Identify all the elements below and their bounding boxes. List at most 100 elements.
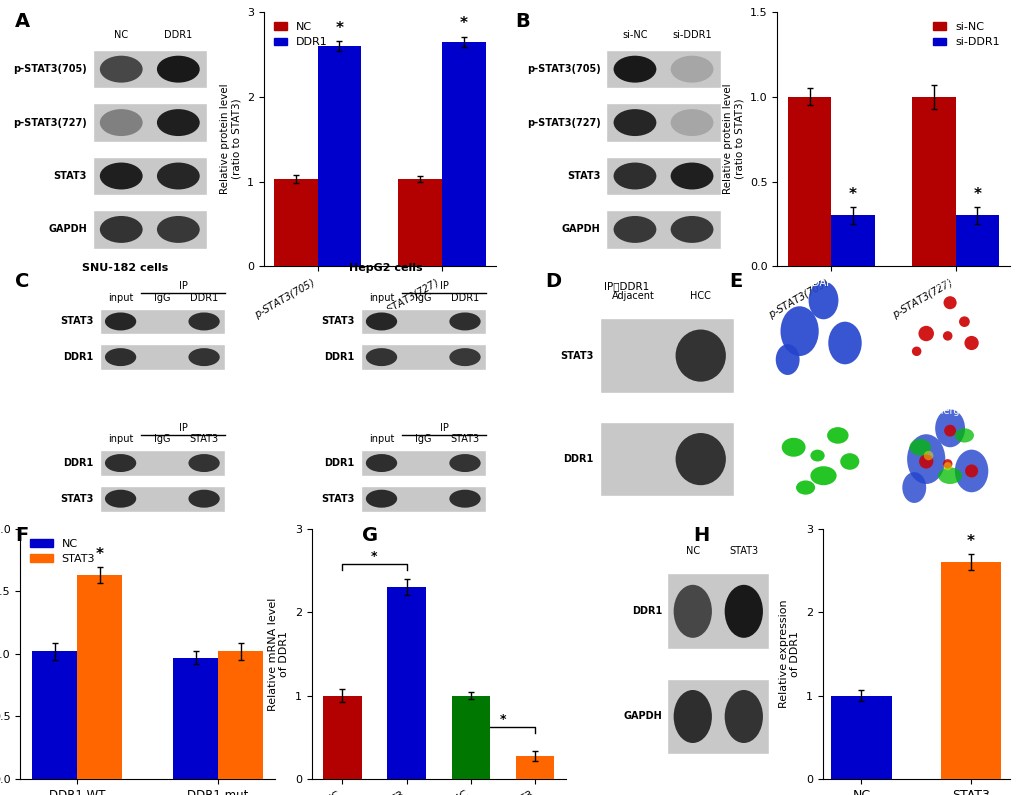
Bar (940, 562, 1001, 779)
Ellipse shape (954, 450, 987, 492)
Text: NC: NC (685, 546, 699, 556)
Ellipse shape (775, 344, 799, 375)
Text: p-STAT3(727): p-STAT3(727) (527, 118, 600, 127)
Y-axis label: Relative protein level
(ratio to STAT3): Relative protein level (ratio to STAT3) (219, 83, 240, 195)
Text: IgG: IgG (415, 293, 431, 303)
Ellipse shape (723, 690, 762, 743)
Ellipse shape (964, 464, 977, 478)
Text: DDR1: DDR1 (324, 458, 354, 468)
Text: STAT3: STAT3 (567, 171, 600, 181)
FancyBboxPatch shape (100, 450, 225, 476)
Text: *: * (972, 187, 980, 202)
Text: IP: IP (439, 423, 448, 432)
Text: *: * (966, 533, 974, 549)
Ellipse shape (958, 316, 969, 327)
Ellipse shape (366, 312, 396, 331)
Text: NC: NC (114, 30, 128, 40)
Bar (955, 215, 999, 266)
Ellipse shape (189, 454, 219, 472)
Ellipse shape (826, 427, 848, 444)
Ellipse shape (909, 439, 930, 456)
FancyBboxPatch shape (606, 50, 719, 88)
Legend: si-NC, si-DDR1: si-NC, si-DDR1 (927, 17, 1004, 52)
Bar (787, 97, 830, 266)
Ellipse shape (100, 162, 143, 189)
Ellipse shape (673, 690, 711, 743)
FancyBboxPatch shape (606, 210, 719, 249)
Ellipse shape (669, 162, 712, 189)
Ellipse shape (613, 56, 656, 83)
Ellipse shape (105, 348, 137, 366)
Text: D: D (545, 272, 561, 291)
Text: DDR1: DDR1 (324, 352, 354, 363)
Ellipse shape (675, 329, 726, 382)
Text: STAT3: STAT3 (54, 171, 87, 181)
Text: STAT3: STAT3 (190, 434, 218, 444)
Bar (317, 46, 361, 266)
Text: *: * (96, 548, 104, 563)
Ellipse shape (613, 216, 656, 243)
FancyBboxPatch shape (606, 103, 719, 142)
Text: *: * (371, 550, 377, 563)
Ellipse shape (781, 438, 805, 457)
Legend: NC, DDR1: NC, DDR1 (269, 17, 331, 52)
Text: STAT3: STAT3 (321, 316, 354, 327)
Ellipse shape (795, 480, 814, 494)
Ellipse shape (911, 347, 920, 356)
Ellipse shape (906, 434, 945, 484)
Text: DDR1: DDR1 (450, 293, 479, 303)
FancyBboxPatch shape (666, 573, 768, 650)
Ellipse shape (157, 109, 200, 136)
Text: STAT3: STAT3 (60, 316, 94, 327)
Text: E: E (729, 272, 742, 291)
Ellipse shape (100, 216, 143, 243)
Ellipse shape (105, 490, 137, 508)
Ellipse shape (449, 490, 480, 508)
Text: STAT3: STAT3 (729, 546, 757, 556)
FancyBboxPatch shape (361, 450, 485, 476)
Ellipse shape (669, 216, 712, 243)
Ellipse shape (937, 467, 961, 484)
Bar (387, 587, 426, 779)
Text: *: * (460, 17, 468, 32)
Text: DDR1: DDR1 (809, 405, 837, 416)
Title: HepG2 cells: HepG2 cells (348, 263, 422, 273)
FancyBboxPatch shape (599, 318, 734, 393)
Text: input: input (369, 434, 393, 444)
Ellipse shape (943, 297, 956, 309)
FancyBboxPatch shape (361, 344, 485, 370)
Ellipse shape (449, 348, 480, 366)
Ellipse shape (675, 433, 726, 485)
Ellipse shape (943, 462, 951, 471)
Ellipse shape (954, 429, 973, 443)
Text: Adjacent: Adjacent (611, 292, 654, 301)
Ellipse shape (827, 322, 861, 364)
Text: STAT3: STAT3 (934, 277, 964, 288)
FancyBboxPatch shape (361, 308, 485, 335)
Ellipse shape (100, 56, 143, 83)
Ellipse shape (189, 348, 219, 366)
Text: *: * (848, 187, 856, 202)
Y-axis label: Relative expression
of DDR1: Relative expression of DDR1 (777, 599, 800, 708)
Text: IP: IP (439, 281, 448, 291)
Text: IP: IP (178, 281, 187, 291)
Title: SNU-182 cells: SNU-182 cells (82, 263, 168, 273)
Text: GAPDH: GAPDH (48, 224, 87, 235)
Ellipse shape (809, 450, 824, 461)
Bar (398, 179, 441, 266)
Bar (218, 651, 263, 779)
Text: GAPDH: GAPDH (561, 224, 600, 235)
Ellipse shape (918, 455, 932, 468)
Text: input: input (369, 293, 393, 303)
Text: STAT3: STAT3 (450, 434, 479, 444)
Text: input: input (108, 293, 133, 303)
Ellipse shape (673, 585, 711, 638)
Ellipse shape (923, 451, 932, 460)
Bar (274, 179, 317, 266)
FancyBboxPatch shape (599, 422, 734, 496)
Text: DDR1: DDR1 (190, 293, 218, 303)
Text: Merge: Merge (934, 405, 964, 416)
Text: p-STAT3(705): p-STAT3(705) (13, 64, 87, 74)
Bar (441, 41, 485, 266)
Ellipse shape (157, 56, 200, 83)
